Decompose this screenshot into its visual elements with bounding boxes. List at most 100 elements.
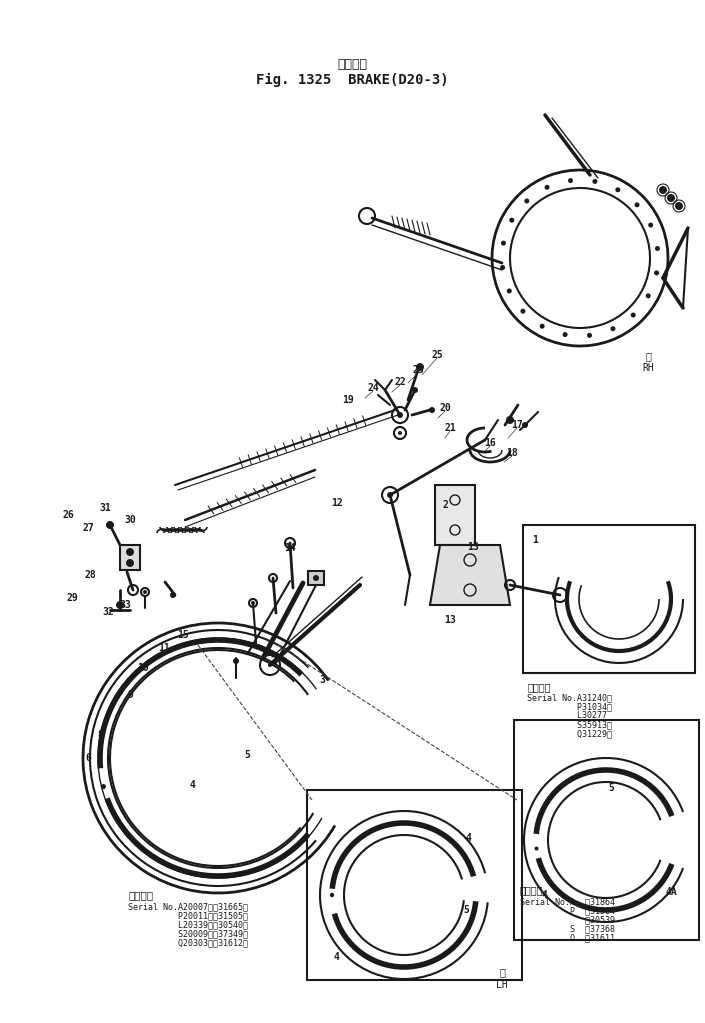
Circle shape bbox=[587, 332, 592, 338]
Circle shape bbox=[580, 634, 584, 637]
Circle shape bbox=[143, 590, 147, 594]
Bar bbox=[514, 720, 699, 940]
Circle shape bbox=[126, 548, 134, 555]
Circle shape bbox=[389, 964, 393, 968]
Circle shape bbox=[366, 831, 370, 835]
Circle shape bbox=[568, 178, 573, 183]
Text: 31: 31 bbox=[99, 503, 111, 513]
Circle shape bbox=[509, 218, 514, 223]
Circle shape bbox=[97, 751, 102, 756]
Circle shape bbox=[291, 665, 296, 670]
Circle shape bbox=[398, 431, 402, 435]
Circle shape bbox=[140, 665, 145, 670]
Text: 適用号機: 適用号機 bbox=[527, 682, 551, 692]
Circle shape bbox=[334, 918, 338, 922]
Text: P  ～31504: P ～31504 bbox=[520, 906, 615, 916]
Circle shape bbox=[565, 602, 569, 606]
Circle shape bbox=[567, 584, 570, 587]
Circle shape bbox=[397, 412, 403, 418]
Circle shape bbox=[470, 918, 474, 922]
Text: 4: 4 bbox=[334, 952, 340, 962]
Circle shape bbox=[347, 846, 351, 851]
Polygon shape bbox=[120, 545, 140, 570]
Text: Serial No.A20007～，31665～: Serial No.A20007～，31665～ bbox=[128, 902, 248, 911]
Circle shape bbox=[613, 907, 617, 911]
Text: 左: 左 bbox=[499, 967, 505, 977]
Circle shape bbox=[615, 187, 620, 192]
Text: 3: 3 bbox=[319, 675, 325, 685]
Text: 28: 28 bbox=[84, 570, 96, 580]
Circle shape bbox=[660, 627, 663, 630]
Circle shape bbox=[618, 769, 621, 773]
Text: 26: 26 bbox=[62, 510, 74, 520]
Circle shape bbox=[575, 774, 578, 779]
Text: 24: 24 bbox=[367, 383, 379, 393]
Circle shape bbox=[106, 521, 114, 529]
Bar bbox=[308, 571, 324, 585]
Circle shape bbox=[470, 869, 474, 873]
Text: 21: 21 bbox=[444, 422, 456, 433]
Text: Q31229－: Q31229－ bbox=[527, 729, 612, 739]
Circle shape bbox=[544, 185, 549, 190]
Circle shape bbox=[438, 831, 442, 835]
Text: Q20303～，31612～: Q20303～，31612～ bbox=[128, 938, 248, 947]
Text: ブレーキ: ブレーキ bbox=[337, 58, 367, 72]
Circle shape bbox=[366, 955, 370, 960]
Circle shape bbox=[535, 825, 539, 829]
Circle shape bbox=[534, 846, 539, 850]
Text: 10: 10 bbox=[137, 663, 149, 673]
Circle shape bbox=[655, 246, 660, 251]
Circle shape bbox=[553, 886, 557, 890]
Circle shape bbox=[611, 326, 615, 331]
Text: P20011～，31505～: P20011～，31505～ bbox=[128, 911, 248, 921]
Circle shape bbox=[570, 899, 574, 903]
Circle shape bbox=[596, 768, 599, 772]
Text: 13: 13 bbox=[444, 615, 456, 625]
Text: 32: 32 bbox=[102, 607, 114, 617]
Text: 27: 27 bbox=[82, 523, 94, 533]
Circle shape bbox=[592, 179, 597, 184]
Text: 4A: 4A bbox=[665, 887, 677, 897]
Circle shape bbox=[457, 939, 461, 943]
Circle shape bbox=[500, 265, 505, 270]
Circle shape bbox=[103, 719, 109, 724]
Circle shape bbox=[634, 203, 639, 208]
Circle shape bbox=[570, 619, 574, 623]
Text: P31034－: P31034－ bbox=[527, 703, 612, 712]
Circle shape bbox=[334, 869, 338, 873]
Circle shape bbox=[655, 790, 659, 794]
Text: 5: 5 bbox=[608, 783, 614, 793]
Text: 16: 16 bbox=[484, 438, 496, 448]
Text: RH: RH bbox=[642, 363, 654, 373]
Text: 13: 13 bbox=[467, 542, 479, 552]
Circle shape bbox=[101, 784, 106, 789]
Circle shape bbox=[223, 874, 228, 878]
Circle shape bbox=[160, 859, 165, 864]
Circle shape bbox=[541, 868, 544, 872]
Circle shape bbox=[126, 559, 134, 567]
Circle shape bbox=[313, 575, 319, 581]
Circle shape bbox=[563, 332, 568, 337]
Circle shape bbox=[654, 270, 659, 275]
Bar bbox=[523, 525, 695, 673]
Circle shape bbox=[415, 821, 419, 827]
Circle shape bbox=[416, 363, 424, 371]
Circle shape bbox=[116, 601, 124, 609]
Circle shape bbox=[667, 194, 675, 202]
Bar bbox=[307, 790, 522, 980]
Circle shape bbox=[232, 638, 237, 643]
Circle shape bbox=[556, 787, 560, 791]
Circle shape bbox=[170, 592, 176, 598]
Circle shape bbox=[133, 840, 138, 845]
Text: 23: 23 bbox=[412, 365, 424, 375]
Text: 9: 9 bbox=[127, 690, 133, 700]
Text: 適用号機: 適用号機 bbox=[128, 890, 153, 900]
Circle shape bbox=[412, 387, 418, 393]
Circle shape bbox=[251, 601, 255, 605]
Text: 33: 33 bbox=[119, 601, 131, 610]
Circle shape bbox=[631, 313, 636, 317]
Circle shape bbox=[501, 240, 506, 246]
Circle shape bbox=[415, 964, 419, 968]
Text: 30: 30 bbox=[124, 515, 136, 525]
Circle shape bbox=[191, 871, 196, 876]
